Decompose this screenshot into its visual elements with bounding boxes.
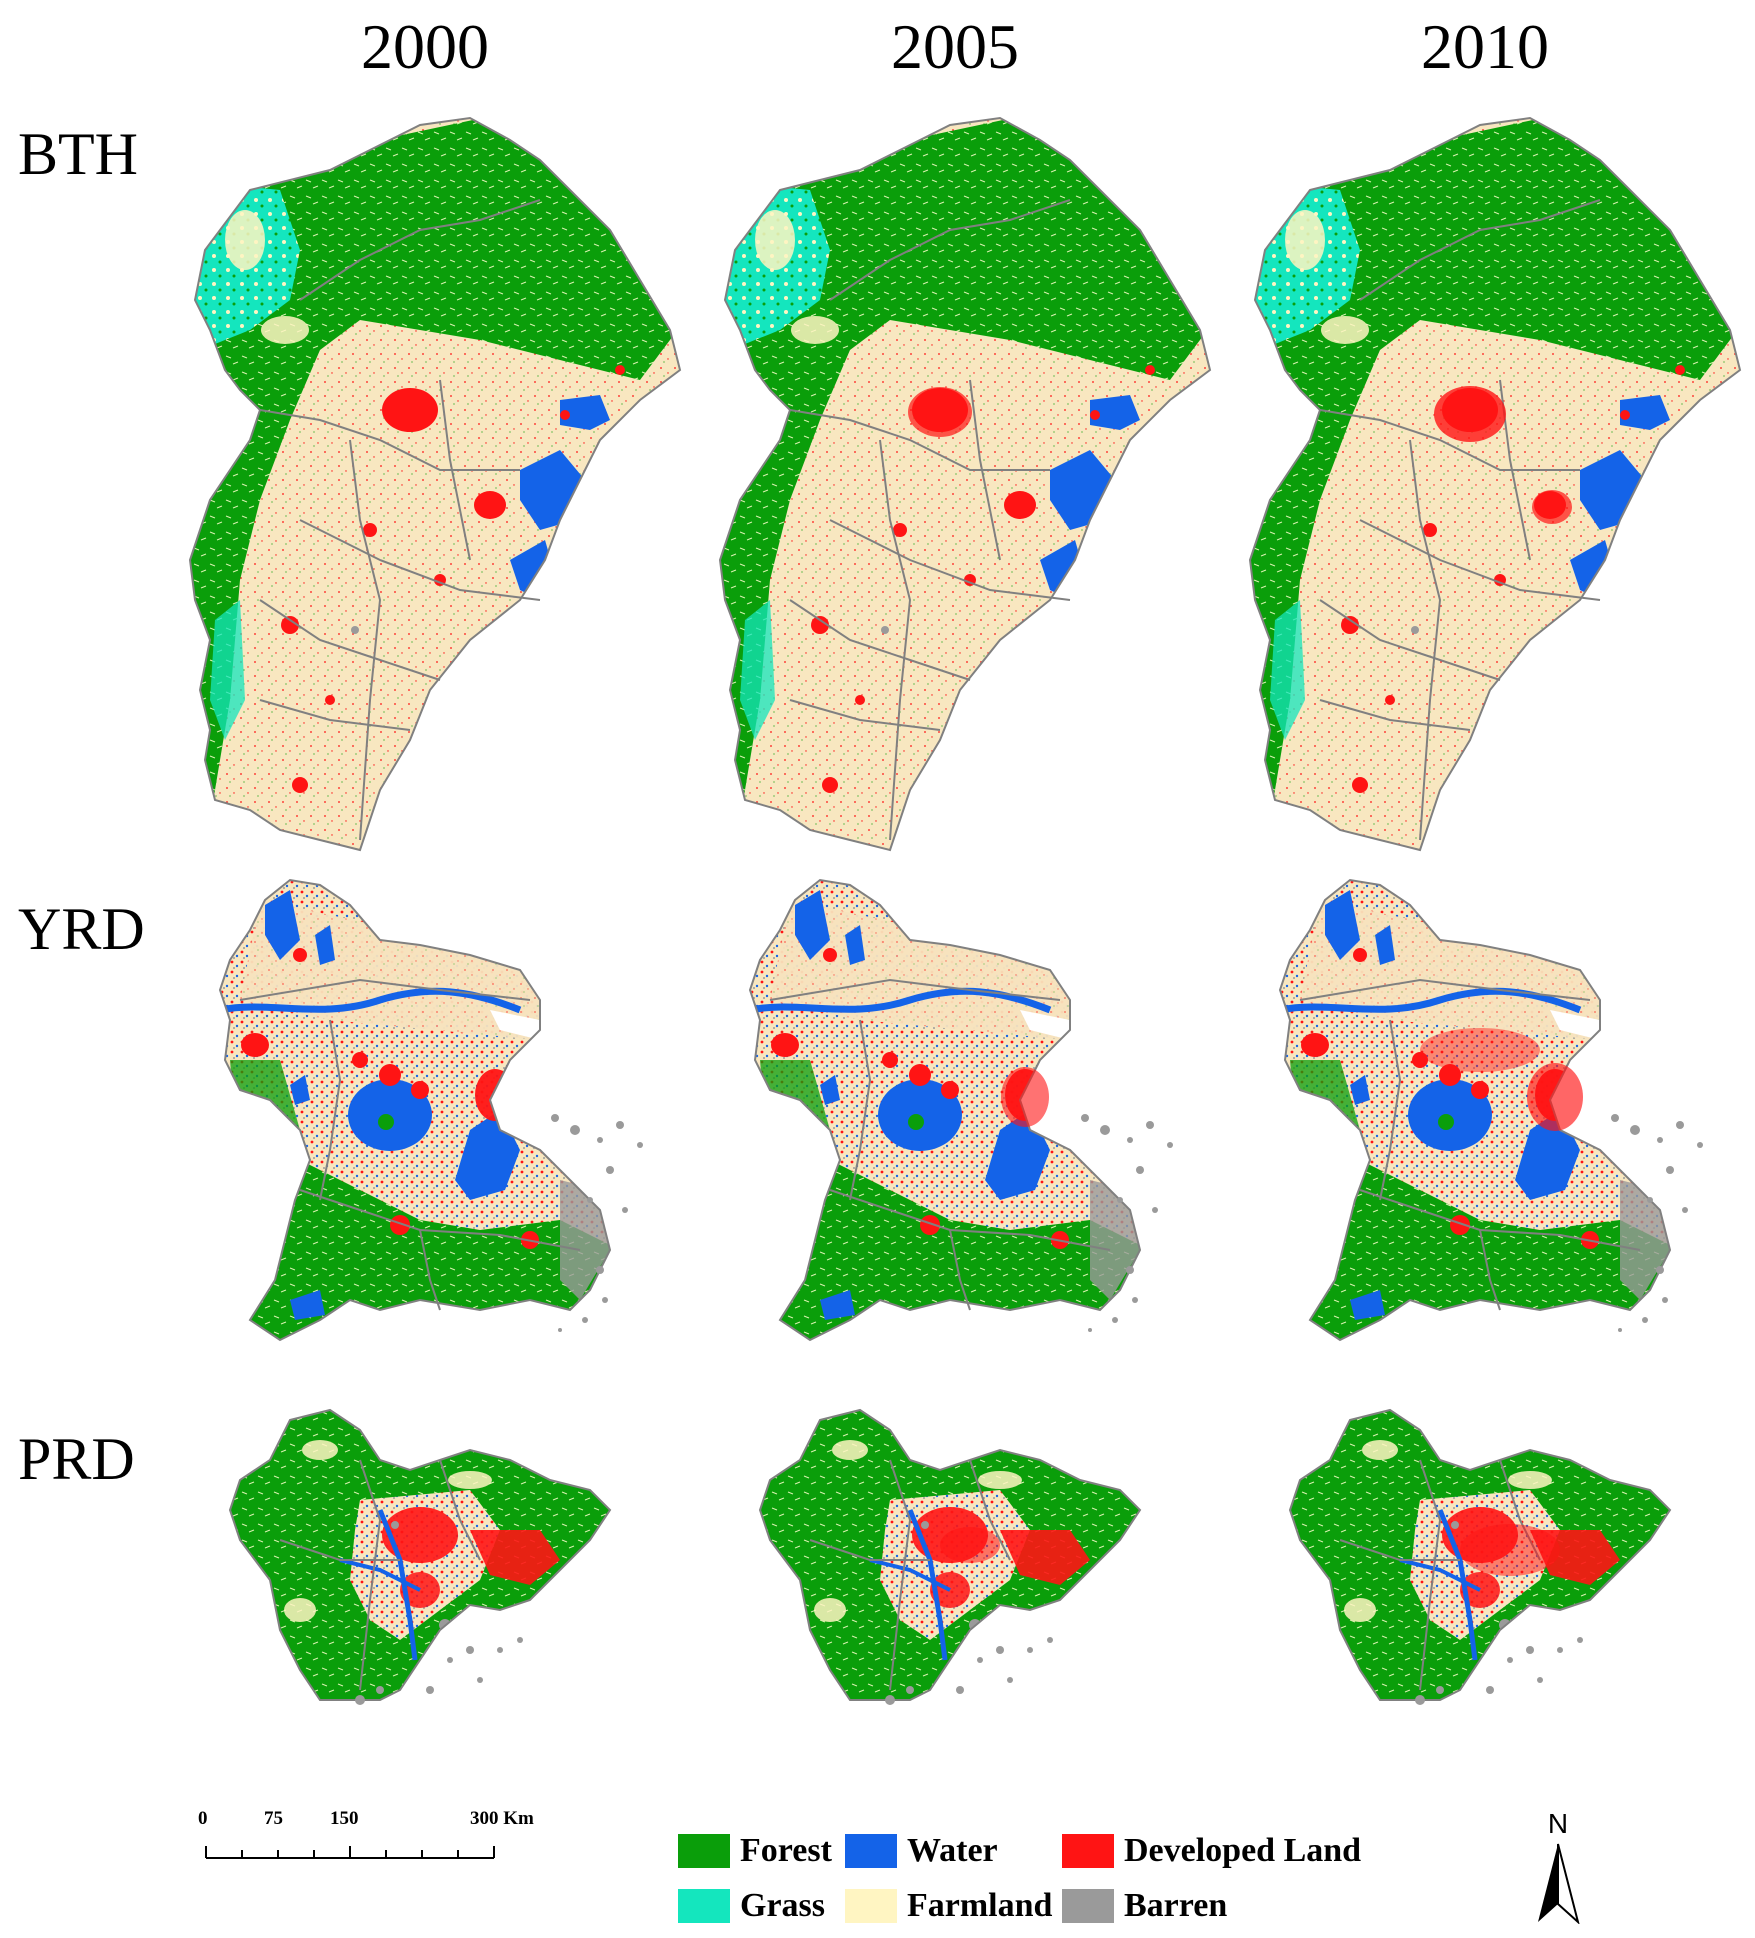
map-prd-2005 (750, 1400, 1150, 1710)
legend-label: Water (907, 1832, 998, 1869)
legend-label: Farmland (907, 1887, 1053, 1924)
legend-item-developed-land: Developed Land (1062, 1832, 1361, 1870)
map-yrd-2010 (1260, 860, 1703, 1360)
map-bth-2000 (150, 100, 710, 880)
legend-swatch-barren (1062, 1889, 1114, 1923)
legend-label: Barren (1124, 1887, 1228, 1924)
legend-item-forest: Forest (678, 1832, 832, 1870)
legend-swatch-developed-land (1062, 1834, 1114, 1868)
legend-swatch-water (845, 1834, 897, 1868)
scale-bar-graphic (205, 1846, 495, 1859)
land-cover-map-grid (0, 0, 1755, 1780)
north-arrow: N (1528, 1808, 1588, 1926)
map-yrd-2000 (200, 860, 643, 1360)
legend-label: Developed Land (1124, 1832, 1362, 1869)
year-label-2005: 2005 (891, 11, 1019, 82)
map-prd-2000 (220, 1400, 620, 1710)
region-label-bth: BTH (18, 121, 138, 187)
north-arrow-label: N (1547, 1808, 1569, 1839)
scale-tick-label-75: 75 (264, 1808, 283, 1829)
year-label-2000: 2000 (361, 11, 489, 82)
map-bth-2010 (1210, 100, 1755, 880)
legend-label: Forest (740, 1832, 832, 1869)
legend-item-barren: Barren (1062, 1887, 1227, 1925)
map-prd-2010 (1280, 1400, 1680, 1710)
legend-swatch-grass (678, 1889, 730, 1923)
scale-tick-label-150: 150 (330, 1808, 359, 1829)
region-label-yrd: YRD (18, 896, 145, 962)
region-label-prd: PRD (18, 1426, 135, 1492)
north-arrow-icon (1538, 1843, 1580, 1924)
scale-tick-label-300: 300 Km (470, 1808, 534, 1829)
map-bth-2005 (680, 100, 1240, 880)
scale-tick-label-0: 0 (198, 1808, 208, 1829)
legend-item-farmland: Farmland (845, 1887, 1052, 1925)
legend-label: Grass (740, 1887, 825, 1924)
legend-swatch-farmland (845, 1889, 897, 1923)
map-yrd-2005 (730, 860, 1173, 1360)
year-label-2010: 2010 (1421, 11, 1549, 82)
legend-item-grass: Grass (678, 1887, 825, 1925)
legend-swatch-forest (678, 1834, 730, 1868)
legend-item-water: Water (845, 1832, 998, 1870)
